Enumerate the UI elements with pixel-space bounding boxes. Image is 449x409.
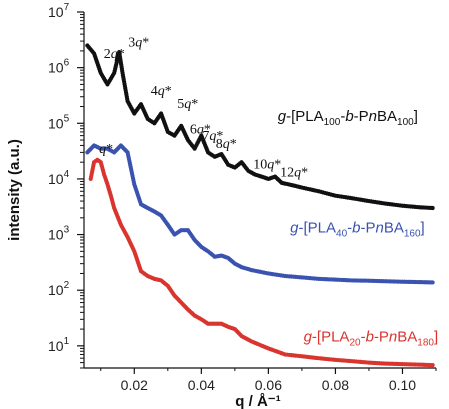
peak-annotation: 8q*	[216, 137, 237, 152]
peak-annotation: 10q*	[253, 157, 281, 172]
peak-annotation: 2q*	[104, 47, 125, 62]
x-tick-label: 0.06	[255, 377, 282, 393]
x-tick-label: 0.08	[322, 377, 349, 393]
series-2	[85, 143, 435, 285]
peak-annotation: 6q*	[190, 123, 211, 138]
y-tick-label: 106	[48, 58, 70, 76]
x-tick-label: 0.04	[188, 377, 215, 393]
peak-annotation: 7q*	[202, 129, 223, 144]
data-point	[430, 280, 435, 285]
y-tick-label: 102	[48, 280, 70, 298]
x-tick-label: 0.02	[121, 377, 148, 393]
peak-annotation: 5q*	[177, 97, 198, 112]
label-layer: g-[PLA100-b-PnBA100] g-[PLA40-b-PnBA160] g…	[99, 35, 438, 348]
y-tick-label: 101	[48, 336, 70, 354]
peak-annotation: 12q*	[280, 166, 308, 181]
peak-annotation: 4q*	[151, 84, 172, 99]
series-1	[85, 43, 435, 211]
y-tick-label: 103	[48, 225, 70, 243]
series-label-2: g-[PLA40-b-PnBA160]	[290, 219, 425, 239]
y-tick-label: 105	[48, 113, 70, 131]
axis-ticks: 0.02 0.04 0.06 0.08 0.10 101 102 103 104 105 106 10…	[48, 2, 437, 393]
series-layer	[85, 43, 435, 368]
x-axis-title: q / Å⁻¹	[235, 393, 280, 409]
peak-annotation: 3q*	[128, 35, 149, 50]
plot-frame	[83, 12, 436, 369]
series-3	[88, 157, 435, 368]
peak-annotation: q*	[99, 142, 113, 157]
y-tick-label: 104	[48, 169, 70, 187]
series-label-1: g-[PLA100-b-PnBA100]	[278, 108, 418, 128]
data-point	[430, 205, 435, 211]
data-point	[430, 363, 435, 368]
series-label-3: g-[PLA20-b-PnBA180]	[304, 328, 439, 348]
x-tick-label: 0.10	[389, 377, 416, 393]
y-axis-title: intensity (a.u.)	[6, 139, 23, 241]
y-tick-label: 107	[48, 2, 70, 20]
